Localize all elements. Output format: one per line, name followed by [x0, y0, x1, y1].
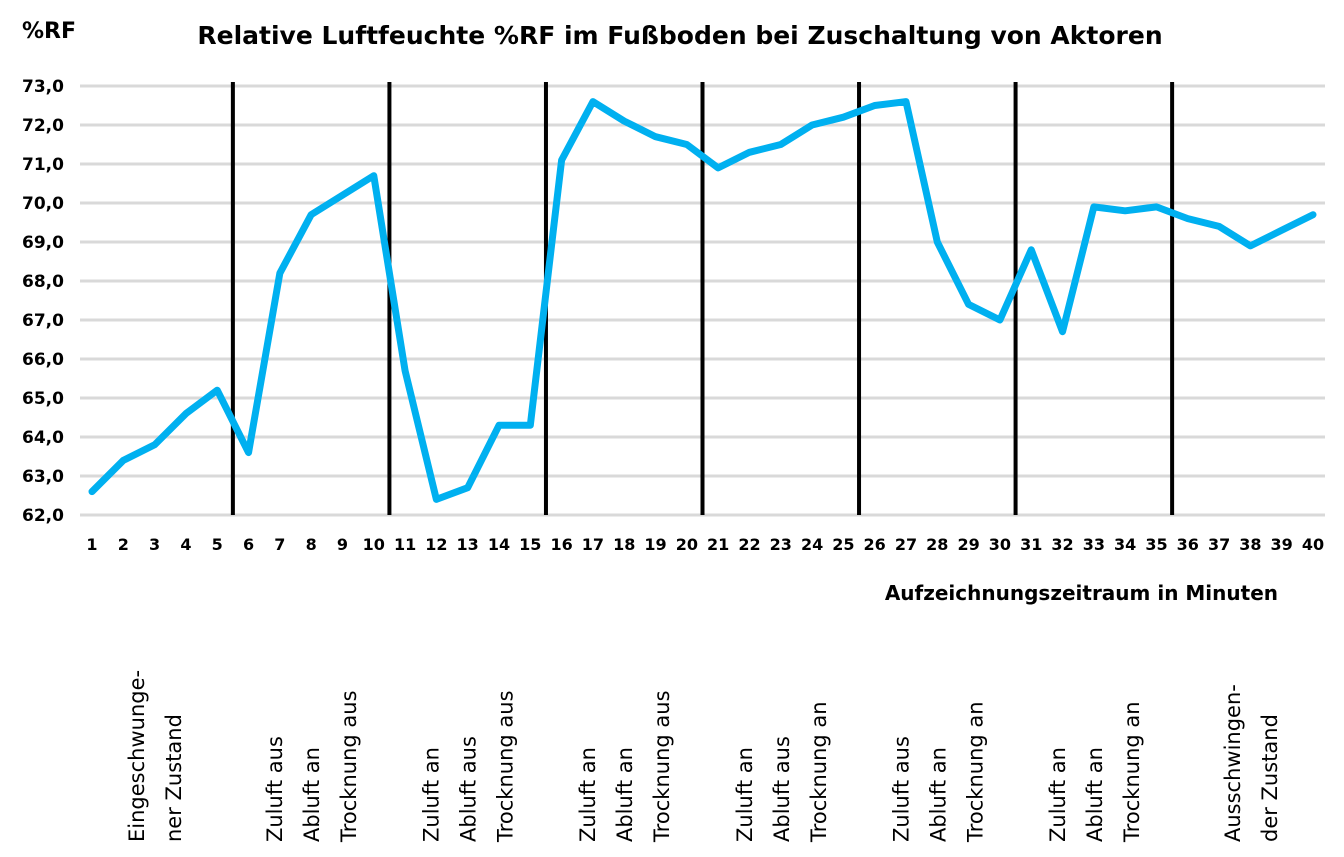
y-tick-label: 62,0	[22, 506, 64, 526]
phase-labels: Eingeschwunge-ner Zustand Zuluft aus Abluf…	[125, 670, 1282, 843]
phase-label-line: ner Zustand	[162, 714, 186, 842]
x-tick-label: 29	[957, 535, 979, 554]
x-tick-label: 5	[212, 535, 223, 554]
x-tick-label: 33	[1083, 535, 1105, 554]
y-tick-label: 65,0	[22, 389, 64, 409]
y-tick-label: 64,0	[22, 428, 64, 448]
phase-label-line: Trocknung an	[807, 701, 831, 843]
phase-label: Eingeschwunge-ner Zustand	[125, 670, 186, 842]
y-tick-label: 69,0	[22, 233, 64, 253]
phase-label: Zuluft aus Abluft an Trocknung an	[889, 701, 987, 843]
phase-label: Ausschwingen-der Zustand	[1221, 684, 1282, 842]
phase-label-line: Ausschwingen-	[1221, 684, 1245, 842]
phase-label-line: der Zustand	[1258, 714, 1282, 842]
chart-title: Relative Luftfeuchte %RF im Fußboden bei…	[197, 21, 1162, 50]
x-tick-label: 39	[1271, 535, 1293, 554]
x-tick-label: 24	[801, 535, 823, 554]
x-tick-label: 8	[306, 535, 317, 554]
y-tick-label: 73,0	[22, 77, 64, 97]
phase-label-line: Abluft an	[926, 747, 950, 842]
phase-label-line: Eingeschwunge-	[125, 670, 149, 842]
x-tick-label: 16	[550, 535, 572, 554]
x-tick-label: 10	[363, 535, 385, 554]
phase-label: Zuluft an Abluft an Trocknung an	[1046, 701, 1144, 843]
y-axis-ticks: 62,0 63,0 64,0 65,0 66,0 67,0 68,0 69,0 70,0 71,0…	[22, 77, 64, 526]
x-tick-label: 7	[274, 535, 285, 554]
x-tick-label: 1	[86, 535, 97, 554]
phase-label-line: Abluft an	[1083, 747, 1107, 842]
x-tick-label: 9	[337, 535, 348, 554]
x-axis-label: Aufzeichnungszeitraum in Minuten	[885, 581, 1278, 605]
phase-label-line: Zuluft aus	[263, 736, 287, 842]
x-tick-label: 17	[582, 535, 604, 554]
x-tick-label: 20	[676, 535, 698, 554]
x-tick-label: 19	[644, 535, 666, 554]
phase-label: Zuluft an Abluft aus Trocknung an	[733, 701, 831, 843]
phase-label-line: Trocknung aus	[650, 690, 674, 843]
x-tick-label: 32	[1051, 535, 1073, 554]
x-tick-label: 4	[180, 535, 191, 554]
y-axis-unit-label: %RF	[22, 19, 76, 44]
x-tick-label: 12	[425, 535, 447, 554]
x-tick-label: 11	[394, 535, 416, 554]
phase-label-line: Abluft an	[613, 747, 637, 842]
x-tick-label: 22	[738, 535, 760, 554]
x-tick-label: 27	[895, 535, 917, 554]
y-tick-label: 67,0	[22, 311, 64, 331]
series-line	[88, 98, 1317, 503]
x-tick-label: 36	[1177, 535, 1199, 554]
y-tick-label: 72,0	[22, 116, 64, 136]
phase-label-line: Abluft an	[300, 747, 324, 842]
x-tick-label: 23	[770, 535, 792, 554]
y-tick-label: 70,0	[22, 194, 64, 214]
phase-label-line: Trocknung an	[1120, 701, 1144, 843]
phase-label-line: Abluft aus	[770, 736, 794, 842]
x-tick-label: 26	[864, 535, 886, 554]
x-tick-label: 15	[519, 535, 541, 554]
x-tick-label: 21	[707, 535, 729, 554]
x-tick-label: 2	[118, 535, 129, 554]
y-tick-label: 68,0	[22, 272, 64, 292]
phase-label: Zuluft aus Abluft an Trocknung aus	[263, 690, 361, 843]
phase-label-line: Zuluft an	[576, 747, 600, 842]
x-tick-label: 30	[989, 535, 1011, 554]
x-tick-label: 38	[1239, 535, 1261, 554]
phase-label-line: Zuluft an	[1046, 747, 1070, 842]
y-tick-label: 66,0	[22, 350, 64, 370]
x-tick-label: 3	[149, 535, 160, 554]
x-tick-label: 37	[1208, 535, 1230, 554]
x-tick-label: 35	[1145, 535, 1167, 554]
x-tick-label: 28	[926, 535, 948, 554]
x-tick-label: 13	[457, 535, 479, 554]
phase-label-line: Trocknung an	[963, 701, 987, 843]
x-tick-label: 6	[243, 535, 254, 554]
phase-label-line: Zuluft an	[420, 747, 444, 842]
phase-dividers	[230, 82, 1175, 515]
phase-label-line: Zuluft aus	[889, 736, 913, 842]
phase-label: Zuluft an Abluft aus Trocknung aus	[420, 690, 518, 843]
phase-label-line: Trocknung aus	[337, 690, 361, 843]
x-tick-label: 18	[613, 535, 635, 554]
phase-label-line: Zuluft an	[733, 747, 757, 842]
series-line-group	[88, 98, 1317, 503]
x-tick-label: 40	[1302, 535, 1324, 554]
phase-label-line: Trocknung aus	[494, 690, 518, 843]
x-tick-label: 34	[1114, 535, 1136, 554]
phase-label: Zuluft an Abluft an Trocknung aus	[576, 690, 674, 843]
phase-label-line: Abluft aus	[457, 736, 481, 842]
x-tick-label: 14	[488, 535, 510, 554]
x-tick-label: 25	[832, 535, 854, 554]
x-axis-ticks: 1 2 3 4 5 6 7 8 9 10 11 12 13 14 15 16 17 18 19 20 21 22 23 24 2…	[86, 535, 1324, 554]
x-tick-label: 31	[1020, 535, 1042, 554]
y-tick-label: 71,0	[22, 155, 64, 175]
y-tick-label: 63,0	[22, 467, 64, 487]
